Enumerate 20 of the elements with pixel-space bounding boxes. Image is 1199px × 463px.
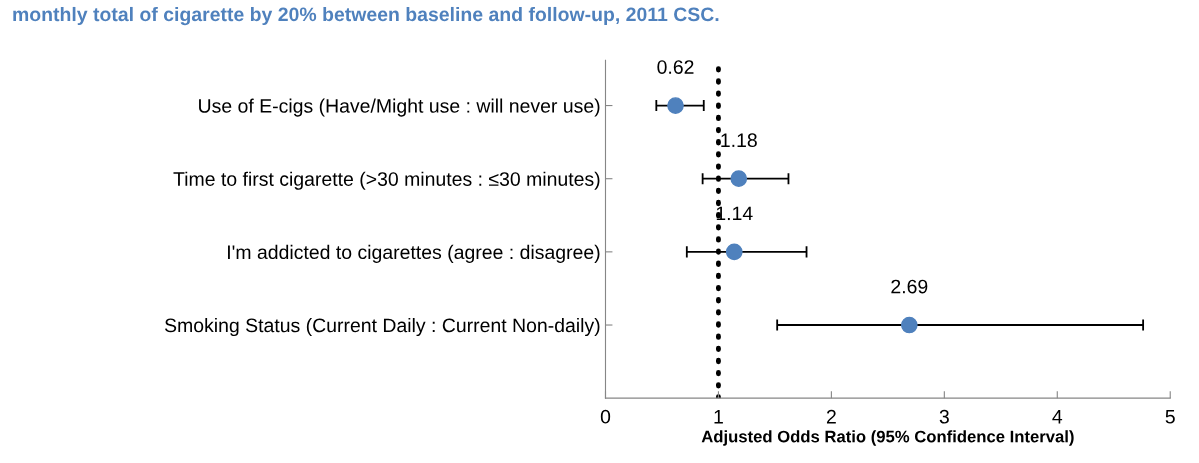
data-label: 0.62 xyxy=(657,60,694,74)
x-tick-label: 4 xyxy=(1052,410,1063,424)
x-tick-label: 2 xyxy=(826,409,836,424)
x-tick-label: 0 xyxy=(600,409,611,424)
x-axis-title: Adjusted Odds Ratio (95% Confidence Interval) xyxy=(701,430,1074,446)
x-tick-label: 3 xyxy=(939,409,949,424)
point xyxy=(730,170,748,188)
point xyxy=(667,97,684,114)
text: monthly total of cigarette by 20% between baseline and follow-up, 2011 CSC. xyxy=(13,6,719,26)
y-tick-label: I'm addicted to cigarettes (agree : disagree) xyxy=(228,244,600,263)
y-tick-label: Smoking Status (Current Daily : Current Non-daily) xyxy=(164,317,600,337)
data-label: 1.14 xyxy=(716,206,753,221)
x-tick-label: 5 xyxy=(1165,410,1175,424)
point xyxy=(725,243,743,261)
data-label: 1.18 xyxy=(721,133,757,148)
y-tick-label: Time to first cigarette (>30 minutes : ≤30 minutes) xyxy=(173,171,600,190)
data-label: 2.69 xyxy=(891,279,928,294)
y-tick-label: Use of E-cigs (Have/Might use : will never use) xyxy=(199,98,600,117)
x-tick-label: 1 xyxy=(714,410,723,424)
point xyxy=(900,316,918,334)
